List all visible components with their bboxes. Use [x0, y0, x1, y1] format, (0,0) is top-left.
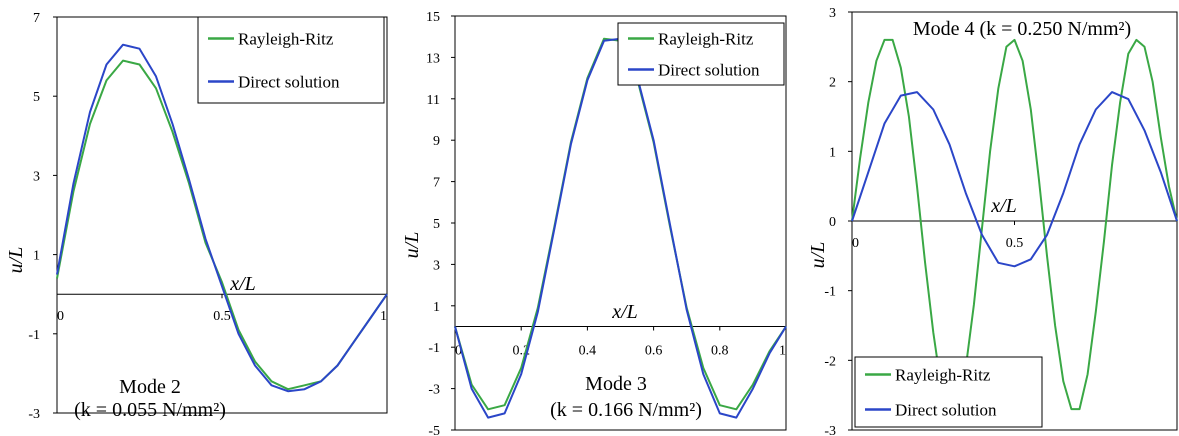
- y-tick-label: 7: [33, 11, 40, 26]
- x-tick-label: 0.5: [1006, 236, 1024, 251]
- series-line-direct-solution: [851, 91, 1178, 268]
- legend-label: Rayleigh-Ritz: [238, 30, 334, 49]
- y-tick-label: -1: [824, 285, 836, 300]
- y-tick-label: 9: [433, 134, 440, 149]
- y-tick-label: -1: [428, 341, 440, 356]
- mode-annotation: (k = 0.055 N/mm²): [74, 399, 226, 421]
- legend-label: Rayleigh-Ritz: [658, 30, 754, 49]
- x-tick-label: 0.6: [645, 344, 663, 359]
- x-tick-label: 0.8: [711, 344, 729, 359]
- x-tick-label: 0.4: [579, 344, 597, 359]
- y-tick-label: -2: [824, 354, 836, 369]
- y-tick-label: -3: [824, 424, 836, 436]
- x-tick-label: 1: [380, 309, 387, 324]
- y-tick-label: 1: [433, 300, 440, 315]
- y-tick-label: 2: [829, 76, 836, 91]
- chart-mode-2: -3 -1 1 3 5 7 0 0.5 1 u/L x/L Mode 2(k = 0.055 N/mm…: [5, 11, 388, 422]
- y-tick-label: 5: [33, 90, 40, 105]
- x-tick-label: 0: [455, 344, 462, 359]
- y-tick-label: 1: [33, 249, 40, 264]
- x-tick-label: 1: [779, 344, 786, 359]
- y-axis-label: u/L: [5, 247, 27, 274]
- series-line-direct-solution: [454, 37, 787, 419]
- y-tick-label: 3: [33, 169, 40, 184]
- y-tick-label: 5: [433, 217, 440, 232]
- series-line-rayleigh-ritz: [56, 59, 388, 391]
- legend-box: [197, 16, 385, 104]
- y-tick-label: -3: [28, 407, 40, 422]
- mode-annotation: Mode 3: [585, 373, 647, 395]
- chart-mode-4: -3 -2 -1 0 1 2 3 0 0.5 u/L x/L Mode 4 (k = 0.250 N/…: [807, 6, 1178, 436]
- y-tick-label: -5: [428, 424, 440, 436]
- y-axis-label: u/L: [807, 242, 829, 269]
- x-axis-label: x/L: [229, 273, 256, 295]
- y-tick-label: 1: [829, 145, 836, 160]
- legend-label: Direct solution: [238, 73, 340, 92]
- mode-annotation: Mode 4 (k = 0.250 N/mm²): [913, 18, 1131, 40]
- y-tick-label: 13: [426, 51, 440, 66]
- x-tick-label: 0: [57, 309, 64, 324]
- y-tick-label: -1: [28, 328, 40, 343]
- x-axis-label: x/L: [990, 195, 1017, 217]
- y-tick-label: 15: [426, 10, 440, 25]
- legend-label: Rayleigh-Ritz: [895, 366, 991, 385]
- mode-annotation: (k = 0.166 N/mm²): [550, 399, 702, 421]
- series-line-rayleigh-ritz: [851, 38, 1178, 418]
- legend-label: Direct solution: [895, 401, 997, 420]
- x-tick-label: 0: [852, 236, 859, 251]
- y-axis-label: u/L: [401, 232, 423, 259]
- mode-annotation: Mode 2: [119, 376, 181, 398]
- x-axis-label: x/L: [611, 301, 638, 323]
- y-tick-label: 3: [433, 258, 440, 273]
- legend-label: Direct solution: [658, 61, 760, 80]
- series-line-rayleigh-ritz: [454, 37, 787, 411]
- legend-box: [617, 22, 785, 86]
- y-tick-label: 7: [433, 176, 440, 191]
- y-tick-label: 3: [829, 6, 836, 21]
- series-line-direct-solution: [56, 43, 388, 393]
- y-tick-label: 0: [829, 215, 836, 230]
- x-tick-label: 0.5: [213, 309, 231, 324]
- y-tick-label: 11: [427, 93, 440, 108]
- y-tick-label: -3: [428, 383, 440, 398]
- legend-box: [854, 356, 1043, 428]
